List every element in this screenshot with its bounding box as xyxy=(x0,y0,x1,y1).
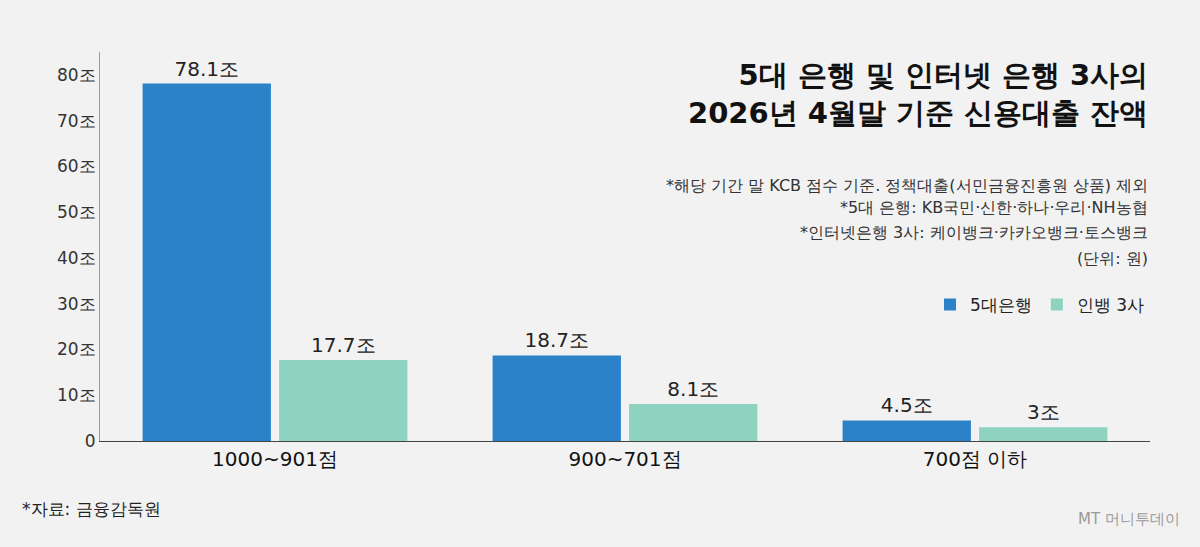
svg-text:20조: 20조 xyxy=(57,339,96,359)
svg-text:900~701점: 900~701점 xyxy=(568,447,681,471)
svg-text:(단위: 원): (단위: 원) xyxy=(1077,249,1148,268)
svg-text:17.7조: 17.7조 xyxy=(311,333,376,357)
svg-text:1000~901점: 1000~901점 xyxy=(212,447,338,471)
svg-text:78.1조: 78.1조 xyxy=(174,57,239,81)
svg-text:30조: 30조 xyxy=(57,294,96,314)
svg-text:5대 은행 및 인터넷 은행 3사의2026년 4월말 기준: 5대 은행 및 인터넷 은행 3사의2026년 4월말 기준 신용대출 잔액 xyxy=(688,58,1148,130)
svg-text:70조: 70조 xyxy=(57,111,96,131)
svg-text:5대은행: 5대은행 xyxy=(970,295,1032,315)
svg-text:700점 이하: 700점 이하 xyxy=(923,447,1028,471)
svg-text:4.5조: 4.5조 xyxy=(881,393,933,417)
svg-text:*인터넷은행 3사: 케이뱅크·카카오뱅크·토스뱅크: *인터넷은행 3사: 케이뱅크·카카오뱅크·토스뱅크 xyxy=(800,223,1148,242)
svg-text:40조: 40조 xyxy=(57,248,96,268)
svg-text:50조: 50조 xyxy=(57,202,96,222)
svg-text:*5대 은행: KB국민·신한·하나·우리·NH농협: *5대 은행: KB국민·신한·하나·우리·NH농협 xyxy=(840,198,1148,217)
svg-text:60조: 60조 xyxy=(57,156,96,176)
svg-text:18.7조: 18.7조 xyxy=(524,328,589,352)
svg-text:10조: 10조 xyxy=(57,385,96,405)
svg-text:*자료: 금융감독원: *자료: 금융감독원 xyxy=(22,499,161,519)
svg-text:80조: 80조 xyxy=(57,65,96,85)
svg-text:8.1조: 8.1조 xyxy=(667,377,719,401)
svg-text:인뱅 3사: 인뱅 3사 xyxy=(1077,295,1144,315)
svg-text:MT 머니투데이: MT 머니투데이 xyxy=(1078,510,1180,528)
svg-text:3조: 3조 xyxy=(1027,400,1060,424)
svg-text:0: 0 xyxy=(85,431,96,451)
svg-text:*해당 기간 말 KCB 점수 기준. 정책대출(서민금융진: *해당 기간 말 KCB 점수 기준. 정책대출(서민금융진흥원 상품) 제외 xyxy=(666,176,1148,195)
